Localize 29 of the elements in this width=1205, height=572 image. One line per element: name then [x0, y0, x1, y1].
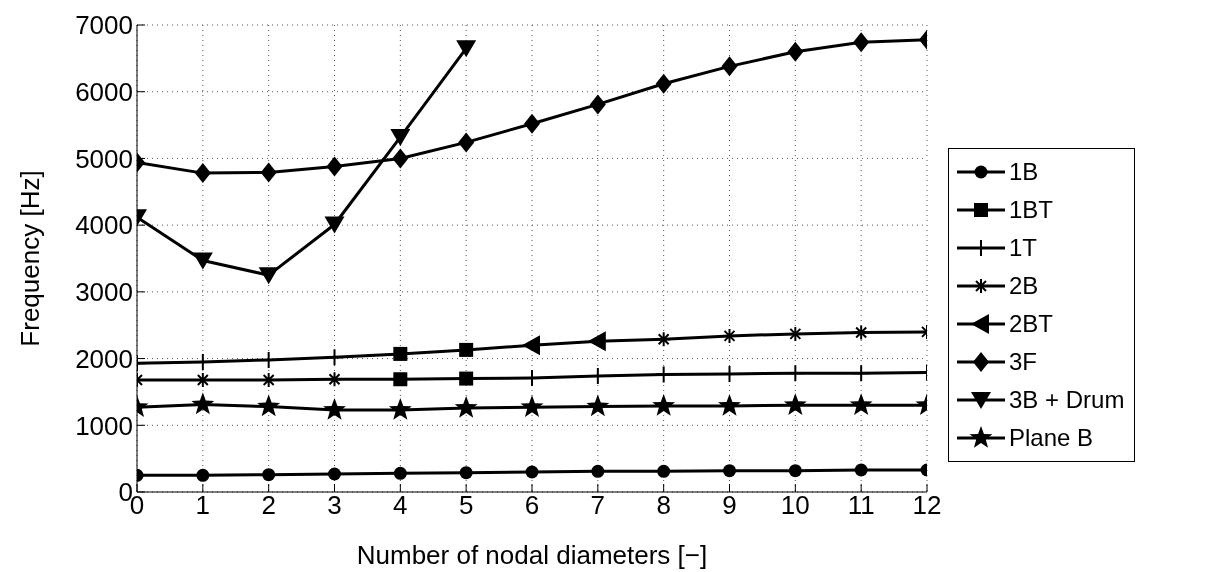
legend-label: 2BT [1009, 310, 1054, 338]
x-tick-label: 3 [327, 490, 342, 521]
y-tick-label: 5000 [75, 143, 133, 174]
y-tick-label: 7000 [75, 10, 133, 41]
legend-label: 3F [1009, 348, 1038, 376]
y-tick-label: 2000 [75, 343, 133, 374]
y-tick-label: 6000 [75, 76, 133, 107]
legend-label: Plane B [1009, 424, 1094, 452]
y-tick-label: 1000 [75, 410, 133, 441]
y-tick-label: 4000 [75, 210, 133, 241]
legend-label: 3B + Drum [1009, 386, 1125, 414]
x-tick-label: 6 [524, 490, 540, 521]
legend-label: 2B [1009, 272, 1039, 300]
x-tick-label: 10 [780, 490, 810, 521]
x-tick-label: 1 [195, 490, 211, 521]
x-axis-title: Number of nodal diameters [−] [356, 540, 708, 570]
y-axis-title: Frequency [Hz] [15, 170, 46, 347]
legend-label: 1T [1009, 234, 1038, 262]
x-tick-label: 2 [261, 490, 276, 521]
x-tick-label: 8 [656, 490, 671, 521]
legend-label: 1B [1009, 158, 1039, 186]
x-tick-label: 7 [590, 490, 606, 521]
legend-label: 1BT [1009, 196, 1054, 224]
x-tick-label: 4 [393, 490, 408, 521]
y-tick-label: 3000 [75, 277, 133, 308]
x-tick-label: 11 [847, 490, 875, 521]
x-tick-label: 12 [912, 490, 942, 521]
x-tick-label: 5 [458, 490, 474, 521]
x-tick-label: 9 [722, 490, 737, 521]
